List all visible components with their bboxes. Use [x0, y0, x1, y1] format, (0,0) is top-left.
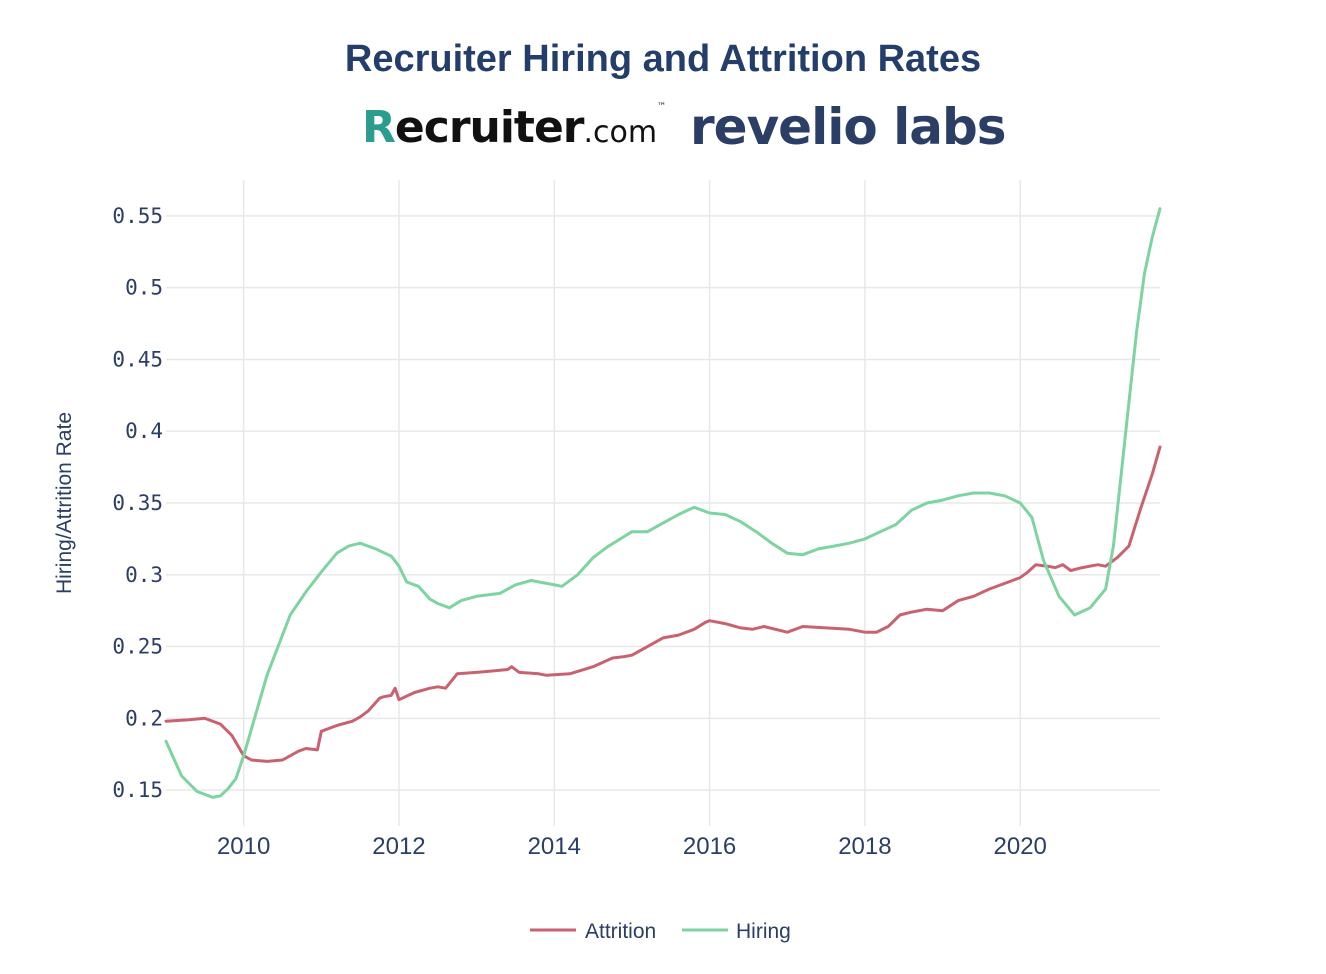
y-tick-label: 0.2 — [125, 706, 163, 730]
x-axis-ticks: 2010 2012 2014 2016 2018 2020 — [217, 833, 1047, 860]
legend-label-attrition[interactable]: Attrition — [585, 920, 656, 943]
x-tick-label: 2014 — [528, 833, 581, 860]
x-tick-label: 2018 — [838, 833, 891, 860]
recruiter-logo-suffix: .com — [583, 115, 658, 150]
y-tick-label: 0.4 — [125, 419, 163, 443]
series-line-hiring — [164, 207, 1162, 799]
recruiter-logo-word: ecruiter — [394, 102, 585, 153]
y-tick-label: 0.35 — [112, 491, 163, 515]
y-tick-label: 0.55 — [112, 204, 163, 228]
series-line-attrition — [164, 445, 1162, 763]
legend[interactable]: Attrition Hiring — [530, 920, 791, 943]
legend-label-hiring[interactable]: Hiring — [736, 920, 791, 943]
chart-title: Recruiter Hiring and Attrition Rates — [344, 38, 982, 80]
x-tick-label: 2010 — [217, 833, 270, 860]
y-axis-ticks: 0.15 0.2 0.25 0.3 0.35 0.4 0.45 0.5 0.55 — [112, 204, 163, 802]
x-tick-label: 2016 — [683, 833, 736, 860]
revelio-labs-logo: revelio labs — [690, 98, 1007, 156]
x-tick-label: 2012 — [372, 833, 425, 860]
y-tick-label: 0.5 — [125, 276, 163, 300]
recruiter-logo-tm: ™ — [657, 102, 666, 112]
recruiter-logo: Recruiter.com ™ — [362, 102, 666, 153]
logo-bar: Recruiter.com ™ revelio labs — [0, 98, 1326, 160]
recruiter-logo-initial: R — [362, 102, 396, 153]
grid — [166, 180, 1160, 826]
y-tick-label: 0.3 — [125, 563, 163, 587]
y-axis-label: Hiring/Attrition Rate — [53, 412, 76, 594]
x-tick-label: 2020 — [994, 833, 1047, 860]
y-tick-label: 0.15 — [112, 778, 163, 802]
y-tick-label: 0.45 — [112, 347, 163, 371]
y-tick-label: 0.25 — [112, 635, 163, 659]
series-group — [164, 207, 1162, 799]
